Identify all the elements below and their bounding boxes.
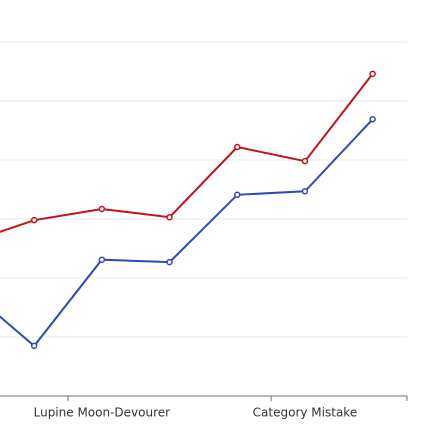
data-point [301,188,309,195]
series-line [0,73,374,233]
series-line [0,118,374,348]
data-point [234,143,241,151]
data-point [30,342,38,350]
x-tick-label: Lupine Moon-Devourer [34,406,171,420]
data-point [166,258,173,266]
data-point [369,70,376,78]
data-point [234,191,241,199]
data-point [98,205,106,213]
data-point [301,157,309,165]
data-point [369,116,376,123]
data-point [30,216,38,224]
data-point [98,256,106,263]
data-point [166,213,173,221]
x-tick-label: Category Mistake [253,406,358,420]
